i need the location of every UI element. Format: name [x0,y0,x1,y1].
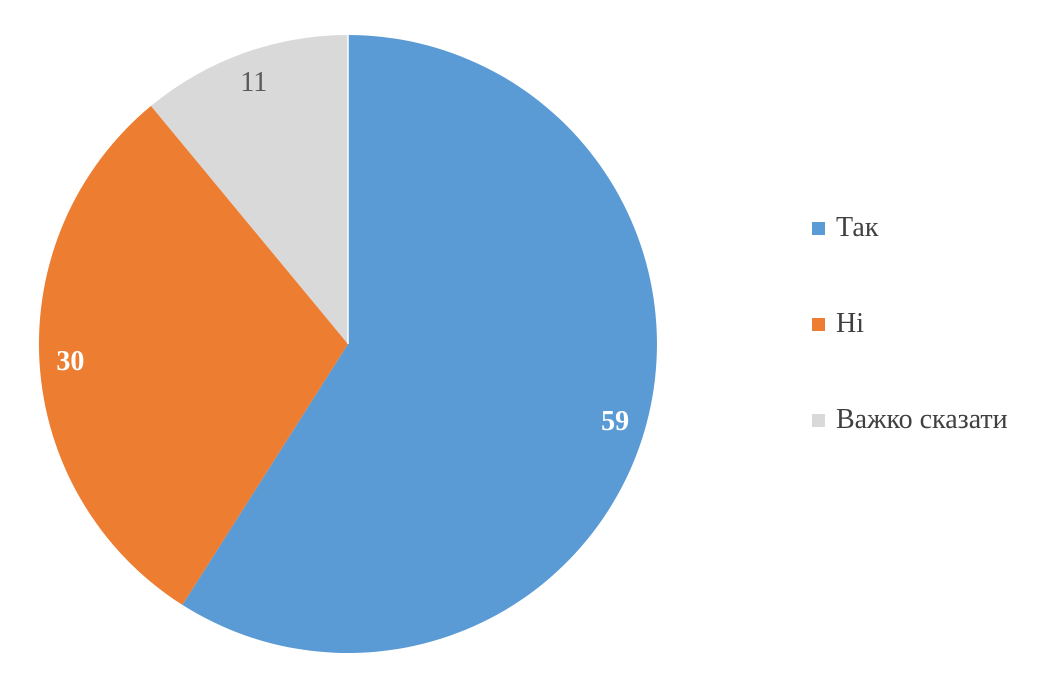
legend-item-ni: Ні [812,310,1008,338]
legend: Так Ні Важко сказати [812,214,1008,434]
legend-swatch-tak-icon [812,221,825,235]
legend-label-ni: Ні [836,308,864,339]
pie-slice-vazhko-skazaty [151,35,348,344]
legend-label-vazhko-skazaty: Важко сказати [836,404,1008,435]
pie-slice-ni [38,105,349,605]
data-label-vazhko-skazaty: 11 [240,67,267,98]
data-label-ni: 30 [56,346,84,377]
legend-item-vazhko-skazaty: Важко сказати [812,406,1008,434]
legend-swatch-vazhko-skazaty-icon [812,413,825,427]
pie-slice-tak [182,35,657,653]
legend-swatch-ni-icon [812,317,825,331]
legend-item-tak: Так [812,214,1008,242]
data-label-tak: 59 [601,406,629,437]
legend-label-tak: Так [836,212,879,243]
